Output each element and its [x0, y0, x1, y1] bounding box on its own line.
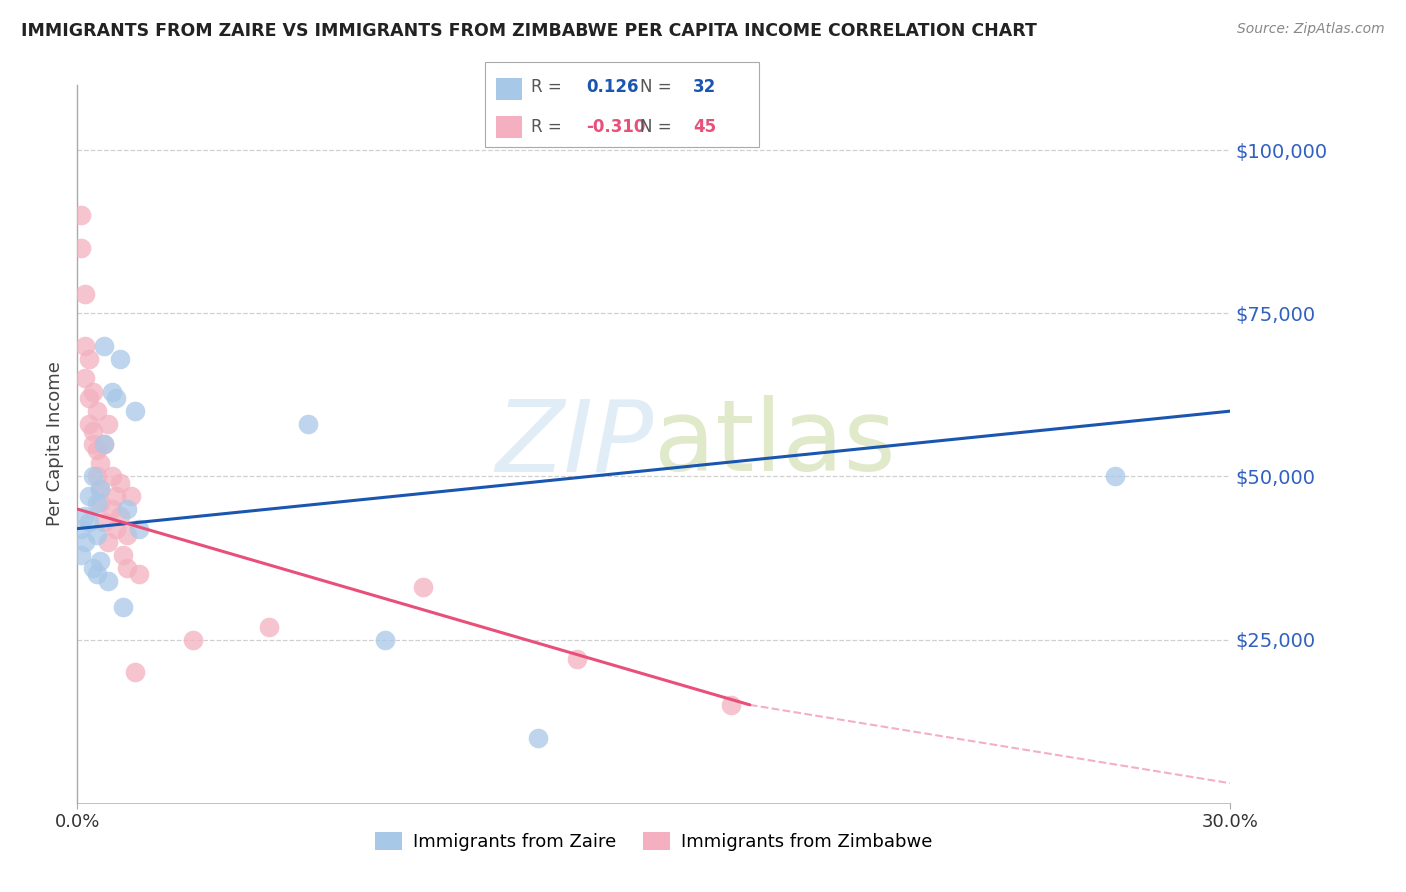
Text: atlas: atlas: [654, 395, 896, 492]
Point: [93, 339, 115, 353]
Point: [86, 469, 108, 483]
Point: [89, 456, 111, 470]
Text: -0.310: -0.310: [586, 118, 645, 136]
Point: [97, 417, 120, 432]
Point: [128, 567, 150, 582]
Point: [412, 581, 434, 595]
Text: R =: R =: [531, 118, 562, 136]
Point: [112, 548, 135, 562]
Point: [89, 483, 111, 497]
Text: R =: R =: [531, 78, 562, 96]
Point: [82, 469, 104, 483]
Point: [527, 731, 550, 745]
Point: [108, 351, 131, 366]
Text: ZIP: ZIP: [495, 395, 654, 492]
Y-axis label: Per Capita Income: Per Capita Income: [46, 361, 65, 526]
Point: [128, 522, 150, 536]
Point: [82, 436, 104, 450]
Point: [117, 561, 139, 575]
Point: [124, 665, 146, 680]
Point: [108, 475, 131, 490]
Point: [93, 436, 115, 450]
Point: [77, 489, 100, 503]
Point: [73, 508, 96, 523]
Point: [70, 208, 93, 222]
Point: [97, 574, 120, 588]
Point: [73, 371, 96, 385]
Point: [70, 522, 93, 536]
Point: [117, 502, 139, 516]
Point: [77, 515, 100, 529]
Point: [97, 534, 120, 549]
Legend: Immigrants from Zaire, Immigrants from Zimbabwe: Immigrants from Zaire, Immigrants from Z…: [368, 824, 939, 858]
Point: [374, 632, 396, 647]
Point: [101, 502, 124, 516]
Point: [93, 515, 115, 529]
Point: [82, 561, 104, 575]
Text: 32: 32: [693, 78, 717, 96]
Point: [117, 528, 139, 542]
Point: [77, 391, 100, 405]
Point: [89, 483, 111, 497]
Point: [86, 528, 108, 542]
Point: [73, 286, 96, 301]
Point: [112, 599, 135, 614]
Point: [86, 404, 108, 418]
Text: Source: ZipAtlas.com: Source: ZipAtlas.com: [1237, 22, 1385, 37]
Point: [89, 554, 111, 568]
Point: [70, 241, 93, 255]
Point: [104, 489, 127, 503]
Point: [120, 489, 142, 503]
Point: [297, 417, 319, 432]
Point: [104, 391, 127, 405]
Point: [181, 632, 204, 647]
Point: [73, 339, 96, 353]
Point: [86, 495, 108, 509]
Point: [104, 522, 127, 536]
Point: [93, 436, 115, 450]
Text: N =: N =: [640, 78, 671, 96]
Point: [124, 404, 146, 418]
Point: [565, 652, 588, 666]
Text: 45: 45: [693, 118, 716, 136]
Point: [1104, 469, 1126, 483]
Point: [108, 508, 131, 523]
Point: [70, 548, 93, 562]
Text: N =: N =: [640, 118, 671, 136]
Point: [82, 384, 104, 399]
Point: [101, 469, 124, 483]
Point: [77, 417, 100, 432]
Point: [259, 619, 281, 633]
Point: [101, 384, 124, 399]
Point: [720, 698, 742, 712]
Text: 0.126: 0.126: [586, 78, 638, 96]
Point: [86, 567, 108, 582]
Point: [77, 351, 100, 366]
Point: [73, 534, 96, 549]
Point: [89, 495, 111, 509]
Point: [82, 424, 104, 438]
Point: [86, 443, 108, 458]
Text: IMMIGRANTS FROM ZAIRE VS IMMIGRANTS FROM ZIMBABWE PER CAPITA INCOME CORRELATION : IMMIGRANTS FROM ZAIRE VS IMMIGRANTS FROM…: [21, 22, 1038, 40]
